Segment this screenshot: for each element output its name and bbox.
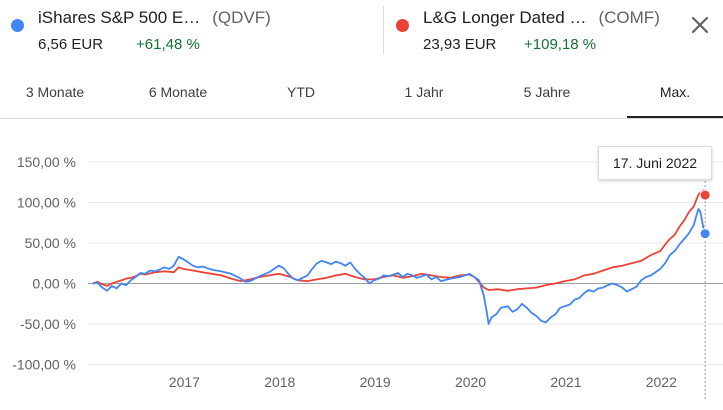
x-tick-label: 2021 [550, 374, 581, 390]
legend-name: L&G Longer Dated … (COMF) [423, 8, 660, 27]
series-color-dot [11, 19, 24, 32]
legend-ticker: (QDVF) [212, 8, 271, 27]
legend-change: +61,48 % [136, 36, 200, 53]
end-marker-qdvf [699, 228, 711, 240]
legend-name: iShares S&P 500 E… (QDVF) [38, 8, 271, 27]
legend-change: +109,18 % [524, 36, 597, 53]
end-marker-comf [699, 189, 711, 201]
y-tick-label: -50,00 % [20, 316, 76, 332]
legend-divider [383, 6, 384, 54]
y-tick-label: -100,00 % [12, 357, 76, 373]
date-tooltip: 17. Juni 2022 [598, 146, 712, 180]
tabs-divider [0, 118, 723, 119]
tab-6-monate[interactable]: 6 Monate [148, 84, 208, 100]
legend-price: 6,56 EUR [38, 36, 104, 53]
y-tick-label: 0,00 % [32, 276, 76, 292]
legend-item-qdvf[interactable]: iShares S&P 500 E… (QDVF) 6,56 EUR +61,48… [8, 4, 380, 56]
x-tick-label: 2017 [169, 374, 200, 390]
close-icon [691, 16, 709, 34]
tab-5-jahre[interactable]: 5 Jahre [523, 84, 571, 100]
x-tick-label: 2020 [455, 374, 486, 390]
legend-bar: iShares S&P 500 E… (QDVF) 6,56 EUR +61,48… [0, 0, 723, 60]
x-tick-label: 2019 [360, 374, 391, 390]
time-range-tabs: 3 Monate 6 Monate YTD 1 Jahr 5 Jahre Max… [0, 72, 723, 118]
x-tick-label: 2018 [264, 374, 295, 390]
y-tick-label: 100,00 % [17, 195, 76, 211]
legend-ticker: (COMF) [598, 8, 660, 27]
tab-ytd[interactable]: YTD [287, 84, 315, 100]
tab-max[interactable]: Max. [627, 72, 723, 118]
legend-price: 23,93 EUR [423, 36, 497, 53]
y-tick-label: 50,00 % [25, 235, 76, 251]
tab-1-jahr[interactable]: 1 Jahr [404, 84, 444, 100]
x-tick-label: 2022 [646, 374, 677, 390]
tab-3-monate[interactable]: 3 Monate [25, 84, 85, 100]
legend-item-comf[interactable]: L&G Longer Dated … (COMF) 23,93 EUR +109,… [393, 4, 693, 56]
close-button[interactable] [687, 12, 713, 38]
series-line-qdvf [92, 208, 706, 325]
series-color-dot [396, 19, 409, 32]
y-tick-label: 150,00 % [17, 154, 76, 170]
comparison-line-chart: 150,00 % 100,00 % 50,00 % 0,00 % -50,00 % -10… [12, 154, 723, 399]
series-line-comf [92, 189, 706, 292]
